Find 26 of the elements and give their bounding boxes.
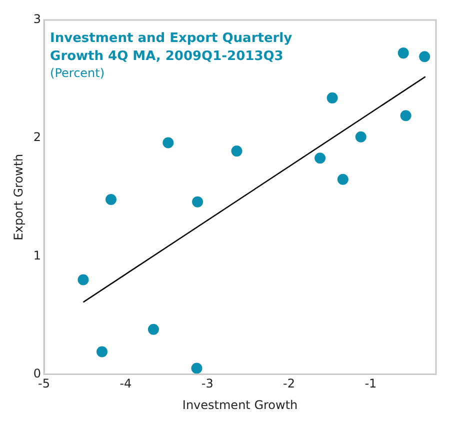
point [231,146,242,157]
point [96,346,108,358]
point [105,194,116,205]
point [337,174,348,185]
x-axis-title: Investment Growth [182,398,298,412]
point [355,131,366,142]
point [326,92,338,104]
text: (Percent) [50,66,105,80]
point [419,51,430,62]
point [191,362,202,374]
y-tick-label: 1 [33,248,42,262]
point [314,152,326,164]
text: Investment and Export Quarterly Growth 4Q MA, 2009Q1-2013Q3 [50,30,293,64]
x-tick-label: -4 [120,376,132,391]
point [192,196,204,208]
point [398,48,409,59]
point [400,110,412,122]
x-tick-label: -2 [283,376,295,391]
x-tick-label: -1 [364,376,377,391]
x-tick-label: -3 [201,376,214,391]
y-axis-title: Export Growth [11,154,26,240]
point [162,137,174,148]
point [148,324,159,335]
y-tick-label: 3 [33,12,42,26]
point [78,274,89,286]
y-tick-label: 2 [33,130,42,144]
